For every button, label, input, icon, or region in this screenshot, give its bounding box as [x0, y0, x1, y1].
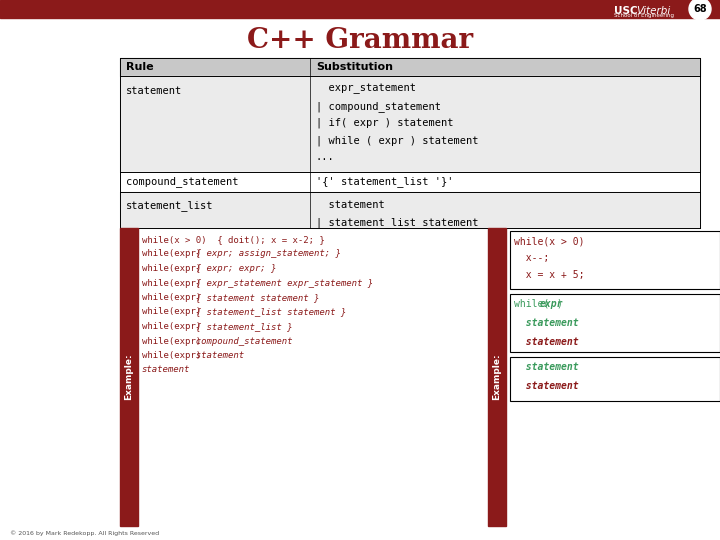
Text: statement: statement	[142, 366, 190, 375]
Bar	[0, 0, 720, 18]
Text: Example:: Example:	[125, 354, 133, 400]
Text: statement: statement	[514, 381, 579, 391]
Text: | statement_list statement: | statement_list statement	[316, 217, 479, 228]
Text: compound_statement: compound_statement	[185, 336, 292, 346]
Text: © 2016 by Mark Redekopp. All Rights Reserved: © 2016 by Mark Redekopp. All Rights Rese…	[10, 530, 159, 536]
Bar	[510, 294, 720, 352]
Text: ...: ...	[316, 152, 335, 162]
Text: { expr; assign_statement; }: { expr; assign_statement; }	[185, 249, 341, 259]
Text: 68: 68	[693, 4, 707, 14]
Text: while(expr): while(expr)	[142, 293, 201, 302]
Text: Rule: Rule	[126, 62, 153, 72]
Text: statement_list: statement_list	[126, 200, 214, 211]
Bar	[120, 192, 700, 228]
Text: while(expr): while(expr)	[142, 264, 201, 273]
Text: '{' statement_list '}': '{' statement_list '}'	[316, 177, 454, 187]
Text: while(: while(	[514, 299, 549, 309]
Text: x--;: x--;	[514, 253, 549, 263]
Text: statement: statement	[514, 362, 579, 372]
Text: expr: expr	[539, 299, 563, 309]
Text: { expr; expr; }: { expr; expr; }	[185, 264, 276, 273]
Text: Example:: Example:	[492, 354, 502, 400]
Text: USC: USC	[614, 6, 638, 16]
Circle shape	[689, 0, 711, 20]
Bar	[510, 231, 720, 289]
Text: { statement statement }: { statement statement }	[185, 293, 319, 302]
Text: statement: statement	[316, 200, 384, 210]
Text: while(expr): while(expr)	[142, 249, 201, 259]
Text: Substitution: Substitution	[316, 62, 393, 72]
Text: x = x + 5;: x = x + 5;	[514, 270, 585, 280]
Text: { statement_list statement }: { statement_list statement }	[185, 307, 346, 316]
Text: while(expr): while(expr)	[142, 351, 201, 360]
Text: expr_statement: expr_statement	[316, 84, 416, 94]
Text: statement: statement	[514, 318, 579, 328]
Text: | compound_statement: | compound_statement	[316, 101, 441, 112]
Bar	[120, 76, 700, 172]
Text: { expr_statement expr_statement }: { expr_statement expr_statement }	[185, 279, 373, 287]
Text: while(x > 0)  { doit(); x = x-2; }: while(x > 0) { doit(); x = x-2; }	[142, 235, 325, 244]
Text: statement: statement	[514, 337, 579, 347]
Text: | if( expr ) statement: | if( expr ) statement	[316, 118, 454, 129]
Text: while(expr): while(expr)	[142, 322, 201, 331]
Text: while(expr): while(expr)	[142, 336, 201, 346]
Text: | while ( expr ) statement: | while ( expr ) statement	[316, 135, 479, 145]
Bar	[120, 172, 700, 192]
Text: School of Engineering: School of Engineering	[614, 14, 674, 18]
Text: Viterbi: Viterbi	[636, 6, 670, 16]
Bar	[510, 357, 720, 401]
Text: while(expr): while(expr)	[142, 307, 201, 316]
Bar	[488, 228, 506, 526]
Text: while(x > 0): while(x > 0)	[514, 236, 585, 246]
Text: while(expr): while(expr)	[142, 279, 201, 287]
Bar	[120, 228, 138, 526]
Text: statement: statement	[126, 86, 182, 96]
Bar	[120, 58, 700, 76]
Text: compound_statement: compound_statement	[126, 177, 238, 187]
Text: statement: statement	[185, 351, 244, 360]
Text: C++ Grammar: C++ Grammar	[247, 26, 473, 53]
Text: { statement_list }: { statement_list }	[185, 322, 292, 331]
Text: ): )	[557, 299, 562, 309]
